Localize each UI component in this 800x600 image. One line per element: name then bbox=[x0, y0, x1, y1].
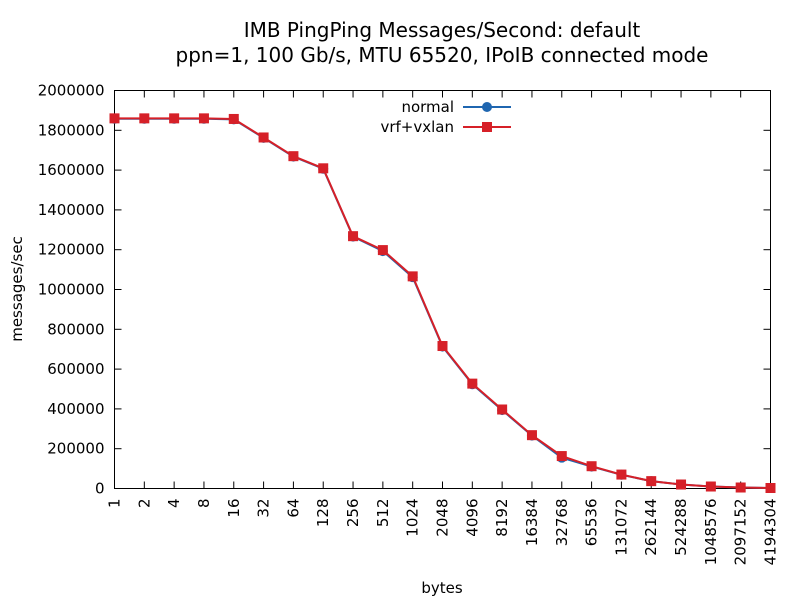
y-tick-label: 1600000 bbox=[38, 161, 105, 179]
x-tick-label: 131072 bbox=[612, 499, 630, 556]
data-point-square bbox=[228, 113, 239, 124]
x-tick-label: 128 bbox=[314, 499, 332, 528]
data-point-square bbox=[676, 479, 687, 490]
y-tick-label: 1000000 bbox=[38, 281, 105, 299]
data-point-square bbox=[586, 461, 597, 472]
x-tick-label: 16 bbox=[225, 499, 243, 518]
data-point-square bbox=[616, 469, 627, 480]
series-normal bbox=[109, 113, 776, 494]
chart-title: IMB PingPing Messages/Second: default bbox=[244, 18, 641, 42]
x-tick-label: 262144 bbox=[642, 499, 660, 556]
x-tick-label: 4 bbox=[165, 499, 183, 509]
data-point-square bbox=[735, 482, 746, 493]
data-point-square bbox=[556, 451, 567, 462]
legend-label: normal bbox=[401, 98, 454, 116]
y-tick-label: 200000 bbox=[47, 440, 104, 458]
x-tick-label: 65536 bbox=[583, 499, 601, 547]
data-point-square bbox=[377, 245, 388, 256]
x-tick-label: 512 bbox=[374, 499, 392, 528]
y-tick-label: 1400000 bbox=[38, 201, 105, 219]
data-point-square bbox=[407, 271, 418, 282]
data-point-square bbox=[318, 163, 329, 174]
x-tick-label: 256 bbox=[344, 499, 362, 528]
y-tick-label: 0 bbox=[95, 480, 105, 498]
data-point-square bbox=[348, 231, 359, 242]
data-point-square bbox=[467, 378, 478, 389]
x-tick-label: 1048576 bbox=[702, 499, 720, 566]
x-axis: 1 2 4 8 16 32 64 128 256 512 1024 2048 4096 8192 16384… bbox=[106, 90, 780, 566]
data-point-square bbox=[497, 404, 508, 415]
legend-marker-circle bbox=[482, 102, 492, 112]
data-point-square bbox=[169, 113, 180, 124]
series-line bbox=[114, 117, 771, 489]
x-axis-label: bytes bbox=[421, 579, 463, 597]
x-tick-label: 32 bbox=[255, 499, 273, 518]
data-point-square bbox=[437, 341, 448, 352]
x-tick-label: 4096 bbox=[463, 499, 481, 537]
data-point-square bbox=[288, 151, 299, 162]
data-point-square bbox=[139, 113, 150, 124]
x-tick-label: 1 bbox=[106, 499, 124, 509]
y-axis-label: messages/sec bbox=[8, 236, 26, 342]
series-line bbox=[114, 117, 771, 489]
data-point-square bbox=[198, 113, 209, 124]
x-tick-label: 524288 bbox=[672, 499, 690, 556]
series-vrf-vxlan bbox=[109, 113, 776, 494]
legend: normal vrf+vxlan bbox=[380, 98, 511, 136]
x-tick-label: 16384 bbox=[523, 499, 541, 547]
data-point-square bbox=[109, 113, 120, 124]
y-tick-label: 2000000 bbox=[38, 82, 105, 100]
series-layer bbox=[109, 113, 776, 494]
x-tick-label: 4194304 bbox=[762, 499, 780, 566]
data-point-square bbox=[526, 430, 537, 441]
x-tick-label: 64 bbox=[284, 499, 302, 518]
x-tick-label: 8 bbox=[195, 499, 213, 509]
data-point-square bbox=[258, 132, 269, 143]
data-point-square bbox=[705, 481, 716, 492]
chart-subtitle: ppn=1, 100 Gb/s, MTU 65520, IPoIB connec… bbox=[176, 43, 709, 67]
y-tick-label: 600000 bbox=[47, 360, 104, 378]
x-tick-label: 2048 bbox=[434, 499, 452, 537]
x-tick-label: 2 bbox=[135, 499, 153, 509]
x-tick-label: 2097152 bbox=[732, 499, 750, 566]
plot-frame bbox=[114, 90, 771, 489]
data-point-square bbox=[765, 483, 776, 494]
y-tick-label: 800000 bbox=[47, 320, 104, 338]
x-tick-label: 8192 bbox=[493, 499, 511, 537]
x-tick-label: 32768 bbox=[553, 499, 571, 547]
y-tick-label: 400000 bbox=[47, 400, 104, 418]
y-tick-label: 1200000 bbox=[38, 241, 105, 259]
legend-marker-square bbox=[482, 122, 492, 132]
y-axis: 0 200000 400000 600000 800000 1000000 1200000 1… bbox=[38, 82, 771, 498]
data-point-square bbox=[646, 476, 657, 487]
legend-label: vrf+vxlan bbox=[380, 118, 454, 136]
y-tick-label: 1800000 bbox=[38, 121, 105, 139]
x-tick-label: 1024 bbox=[404, 499, 422, 537]
